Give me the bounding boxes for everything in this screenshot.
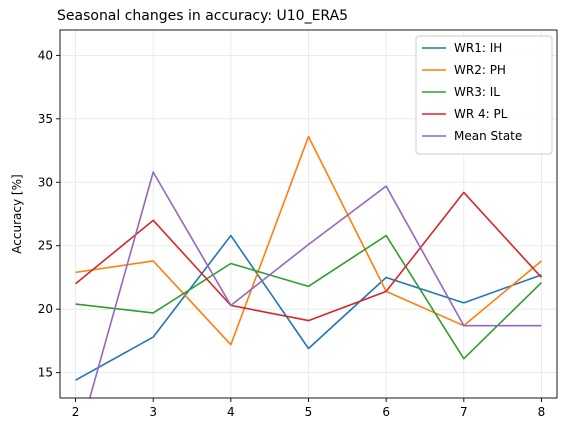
y-tick-label: 40	[38, 48, 53, 62]
x-tick-label: 7	[460, 405, 468, 419]
legend-label-wr3-il: WR3: IL	[454, 85, 500, 99]
x-axis: 2 3 4 5 6 7 8	[72, 398, 546, 419]
legend-label-wr1-ih: WR1: IH	[454, 41, 502, 55]
y-tick-label: 25	[38, 239, 53, 253]
chart-title: Seasonal changes in accuracy: U10_ERA5	[57, 8, 348, 24]
y-tick-label: 30	[38, 175, 53, 189]
y-axis: 15 20 25 30 35 40	[38, 48, 60, 380]
x-tick-label: 2	[72, 405, 80, 419]
y-tick-label: 15	[38, 366, 53, 380]
legend-label-mean-state: Mean State	[454, 129, 522, 143]
series-layer	[75, 135, 543, 398]
x-tick-label: 5	[305, 405, 313, 419]
series-line-wr-4-pl	[75, 191, 543, 322]
legend-box	[415, 35, 553, 155]
y-tick-label: 20	[38, 302, 53, 316]
x-tick-label: 4	[227, 405, 235, 419]
x-tick-label: 8	[538, 405, 546, 419]
y-tick-label: 35	[38, 112, 53, 126]
legend: WR1: IH WR2: PH WR3: IL WR 4: PL Mean State	[415, 35, 553, 155]
y-axis-label: Accuracy [%]	[10, 174, 24, 253]
series-line-wr1-ih	[75, 234, 542, 381]
x-tick-label: 6	[382, 405, 390, 419]
series-line-wr3-il	[75, 234, 543, 360]
x-tick-label: 3	[149, 405, 157, 419]
legend-label-wr-4-pl: WR 4: PL	[454, 107, 508, 121]
legend-label-wr2-ph: WR2: PH	[454, 63, 506, 77]
series-line-mean-state	[88, 171, 542, 398]
